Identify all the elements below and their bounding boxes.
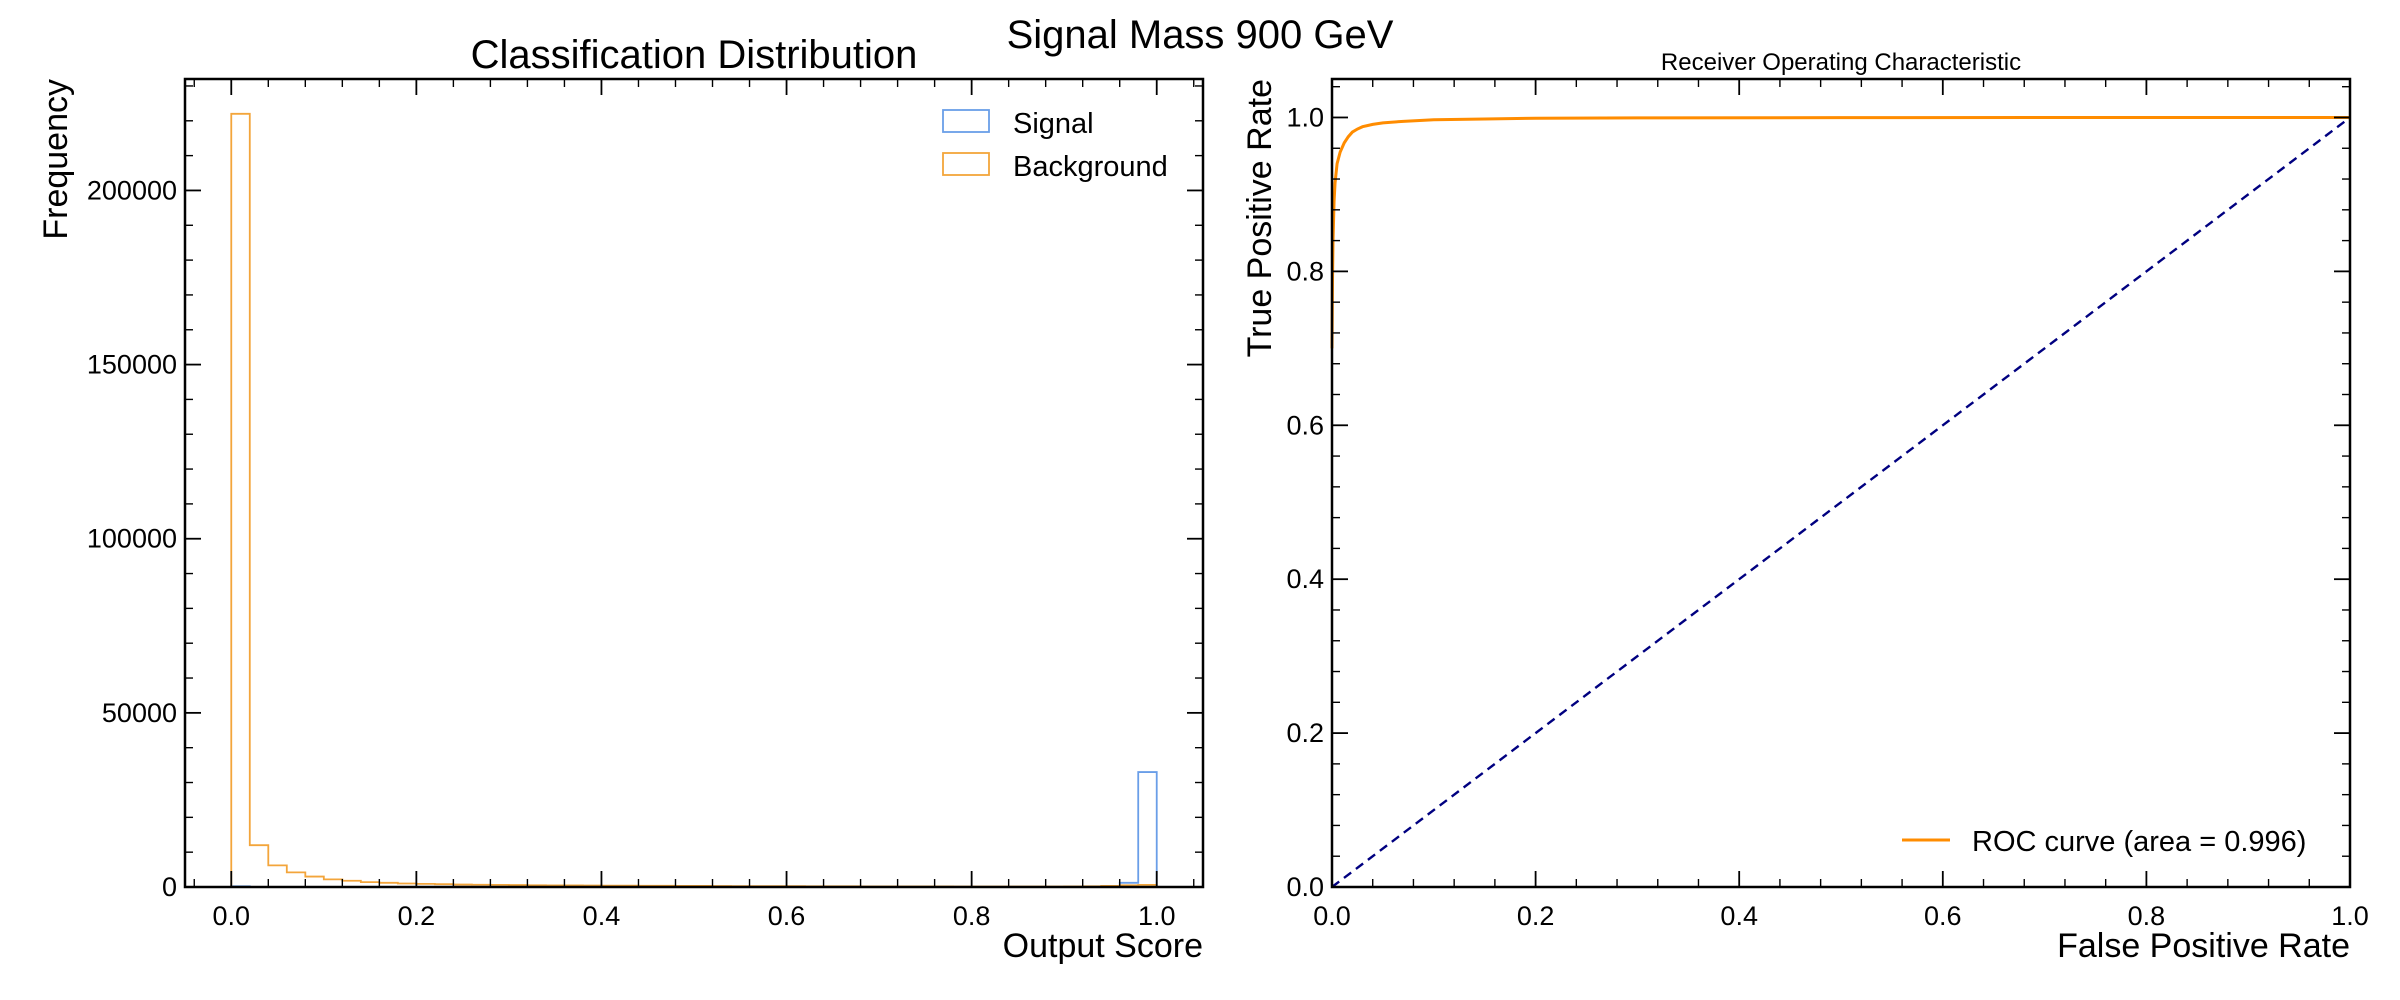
histogram-legend: Signal Background — [942, 108, 1168, 183]
histogram-panel: 0.0 0.2 0.4 0.6 0.8 1.0 0 50000 100000 150000 2000… — [37, 33, 1205, 965]
roc-ticks: 0.0 0.2 0.4 0.6 0.8 1.0 0.0 0.2 0.4 0.6 0.8 1.0 — [1286, 79, 2369, 931]
roc-ytick-label: 0.8 — [1286, 256, 1324, 286]
histogram-step-signal — [230, 771, 1158, 888]
roc-xtick-label: 0.2 — [1517, 901, 1555, 931]
roc-xtick-label: 0.6 — [1924, 901, 1962, 931]
histogram-ytick-label: 0 — [162, 872, 177, 902]
roc-diagonal-line — [1331, 116, 2351, 888]
histogram-step-background — [230, 112, 1158, 888]
histogram-ylabel: Frequency — [37, 79, 75, 240]
roc-ytick-label: 0.4 — [1286, 564, 1324, 594]
roc-ytick-label: 0.6 — [1286, 410, 1324, 440]
histogram-ytick-label: 100000 — [87, 524, 177, 554]
roc-series-group — [1330, 115, 2351, 888]
histogram-xtick-label: 0.2 — [398, 901, 436, 931]
histogram-xtick-label: 1.0 — [1138, 901, 1176, 931]
histogram-ytick-label: 150000 — [87, 350, 177, 380]
legend-label-background: Background — [1013, 151, 1168, 183]
roc-ylabel: True Positive Rate — [1241, 79, 1279, 357]
legend-swatch-signal — [942, 109, 990, 133]
histogram-ytick-label: 50000 — [102, 698, 177, 728]
histogram-xtick-label: 0.0 — [212, 901, 250, 931]
histogram-xtick-label: 0.4 — [583, 901, 621, 931]
roc-xtick-label: 1.0 — [2331, 901, 2369, 931]
histogram-xtick-label: 0.8 — [953, 901, 991, 931]
figure-suptitle: Signal Mass 900 GeV — [1007, 13, 1394, 57]
roc-panel: 0.0 0.2 0.4 0.6 0.8 1.0 0.0 0.2 0.4 0.6 0.8 1.0 Rec… — [1241, 49, 2369, 965]
legend-label-signal: Signal — [1013, 108, 1094, 140]
histogram-series-group — [230, 112, 1158, 888]
roc-xtick-label: 0.8 — [2128, 901, 2166, 931]
roc-xtick-label: 0.4 — [1720, 901, 1758, 931]
legend-swatch-background — [942, 152, 990, 176]
roc-title: Receiver Operating Characteristic — [1661, 49, 2021, 76]
roc-ytick-label: 1.0 — [1286, 102, 1324, 132]
roc-xtick-label: 0.0 — [1313, 901, 1351, 931]
histogram-ticks: 0.0 0.2 0.4 0.6 0.8 1.0 0 50000 100000 150000 2000… — [87, 79, 1203, 931]
histogram-title: Classification Distribution — [471, 33, 918, 77]
roc-curve-line — [1330, 115, 2350, 349]
roc-plot-frame — [1330, 77, 2352, 889]
histogram-xtick-label: 0.6 — [768, 901, 806, 931]
histogram-xlabel: Output Score — [1003, 927, 1203, 965]
histogram-plot-frame — [183, 77, 1205, 889]
histogram-ytick-label: 200000 — [87, 175, 177, 205]
roc-ytick-label: 0.0 — [1286, 872, 1324, 902]
roc-ytick-label: 0.2 — [1286, 718, 1324, 748]
roc-xlabel: False Positive Rate — [2057, 927, 2350, 965]
roc-legend: ROC curve (area = 0.996) — [1902, 826, 2306, 858]
legend-label-roc: ROC curve (area = 0.996) — [1972, 826, 2306, 858]
